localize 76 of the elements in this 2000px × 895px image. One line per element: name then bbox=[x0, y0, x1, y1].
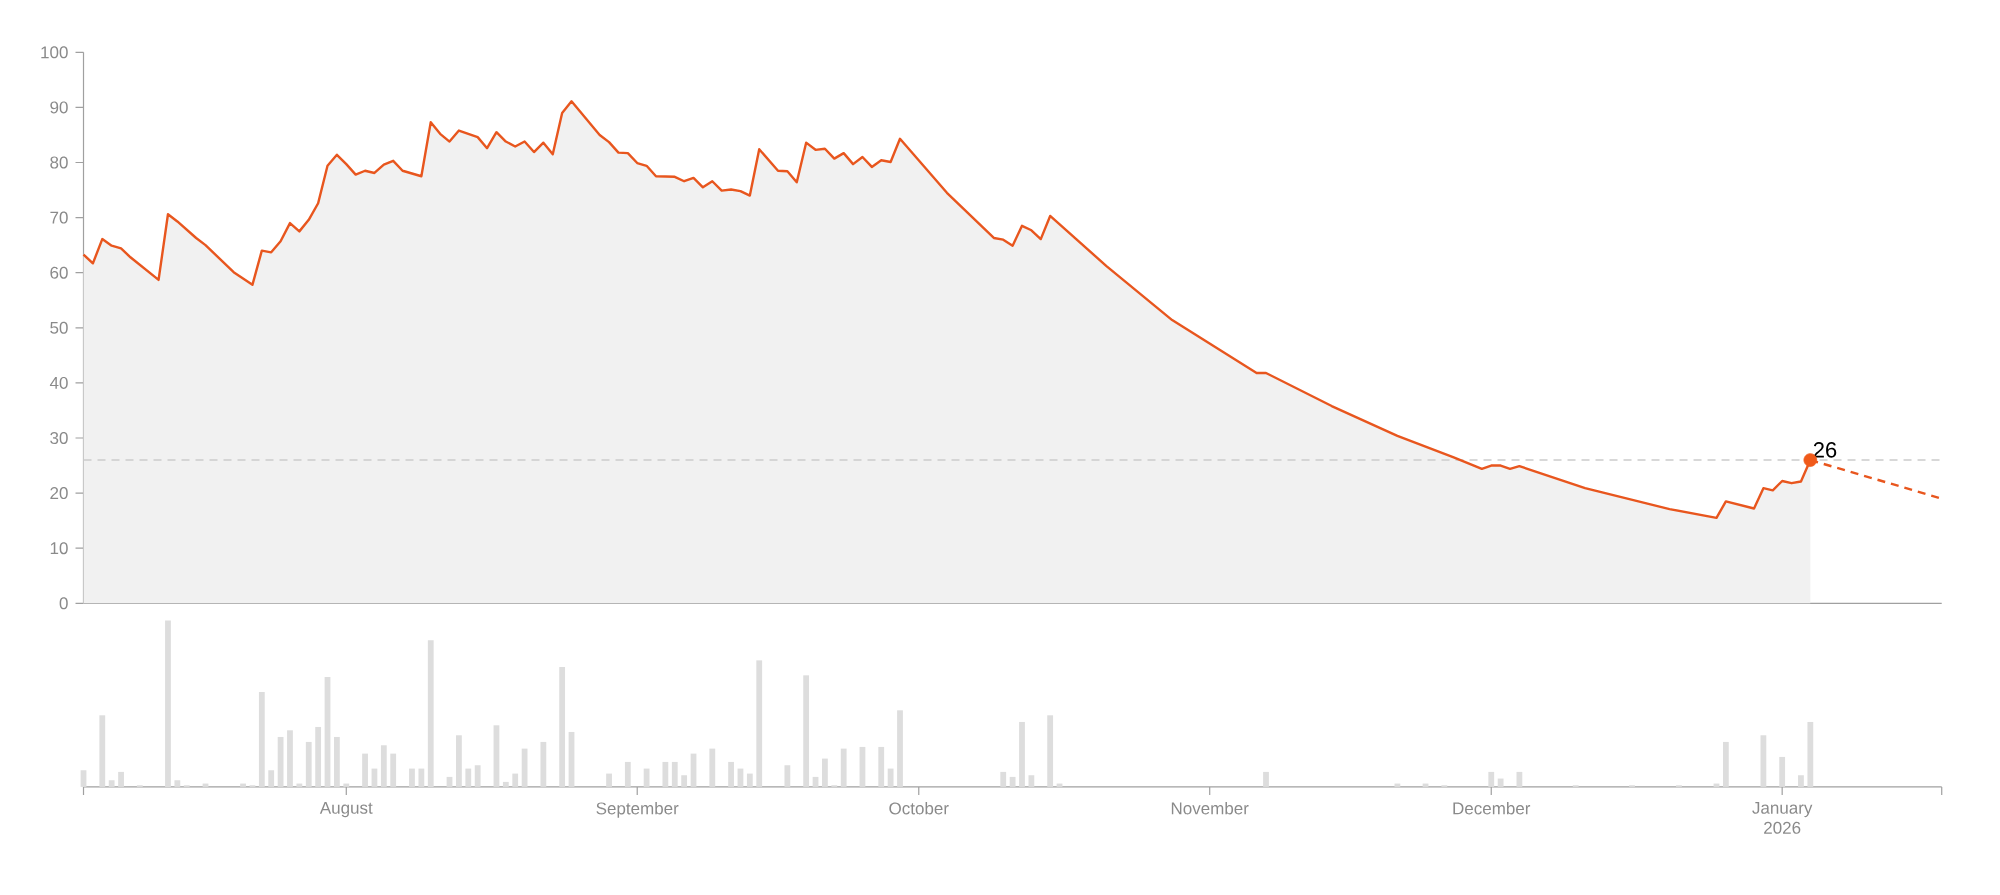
bar bbox=[521, 748, 528, 787]
bar bbox=[474, 765, 481, 787]
bar bbox=[606, 773, 612, 787]
bar bbox=[427, 640, 434, 787]
bar bbox=[822, 758, 828, 787]
x-tick-label: August bbox=[319, 801, 373, 818]
bar bbox=[1028, 775, 1035, 787]
bar bbox=[1009, 776, 1016, 787]
x-tick-label: December bbox=[1453, 801, 1531, 815]
bar bbox=[887, 768, 894, 787]
bar bbox=[418, 768, 425, 787]
bar bbox=[502, 781, 509, 787]
bar bbox=[1047, 715, 1054, 787]
bar bbox=[512, 773, 519, 787]
bar bbox=[897, 710, 903, 787]
bar bbox=[268, 770, 275, 787]
bar bbox=[662, 761, 669, 787]
x-tick-label: September bbox=[596, 801, 679, 818]
bar bbox=[1807, 721, 1814, 787]
bar bbox=[456, 735, 462, 787]
bar bbox=[1394, 783, 1401, 787]
bar bbox=[1488, 771, 1495, 787]
bar bbox=[1497, 778, 1504, 787]
y-tick-label: 100 bbox=[41, 46, 68, 59]
bar bbox=[671, 761, 678, 787]
bar bbox=[465, 768, 472, 787]
bar bbox=[784, 765, 791, 787]
bar bbox=[746, 773, 753, 787]
bar bbox=[1019, 721, 1025, 787]
bar bbox=[258, 691, 265, 787]
bar bbox=[681, 775, 688, 787]
bar bbox=[334, 736, 340, 787]
y-tick-label: 10 bbox=[50, 542, 68, 555]
bar bbox=[728, 761, 734, 787]
bar bbox=[305, 741, 312, 787]
bar bbox=[108, 780, 115, 787]
bar bbox=[1722, 741, 1729, 787]
bar bbox=[1779, 756, 1786, 787]
x-tick-label: October bbox=[889, 801, 949, 815]
bar bbox=[878, 746, 885, 787]
y-tick-label: 0 bbox=[59, 597, 68, 610]
bar bbox=[343, 783, 350, 787]
bar bbox=[409, 768, 415, 787]
bar bbox=[643, 768, 650, 787]
data-label: 26 bbox=[1813, 442, 1837, 458]
bar bbox=[756, 660, 763, 787]
bar bbox=[165, 620, 171, 787]
y-tick-label: 40 bbox=[49, 376, 68, 389]
bar bbox=[296, 783, 303, 787]
bar bbox=[709, 748, 716, 787]
bar bbox=[1263, 771, 1269, 787]
y-tick-label: 30 bbox=[50, 431, 68, 445]
bar bbox=[1000, 771, 1007, 787]
bar bbox=[99, 715, 106, 787]
bar bbox=[840, 748, 847, 787]
y-tick-label: 70 bbox=[50, 211, 68, 224]
y-tick-label: 80 bbox=[50, 156, 68, 169]
bar bbox=[240, 783, 246, 787]
bar bbox=[315, 726, 322, 787]
bar bbox=[287, 730, 293, 787]
bar bbox=[118, 771, 124, 787]
bar bbox=[380, 745, 387, 787]
bar bbox=[803, 675, 810, 787]
y-tick-label: 20 bbox=[50, 487, 68, 500]
y-tick-label: 90 bbox=[50, 101, 68, 114]
x-tick-label: November bbox=[1171, 801, 1249, 815]
x-tick-label: January 2026 bbox=[1752, 801, 1813, 834]
bar bbox=[174, 780, 181, 787]
bar bbox=[559, 667, 566, 787]
bar bbox=[362, 753, 368, 787]
y-tick-label: 50 bbox=[50, 321, 68, 334]
y-tick-label: 60 bbox=[50, 266, 68, 279]
bar bbox=[624, 761, 631, 787]
bar bbox=[1798, 775, 1804, 787]
bar bbox=[390, 753, 397, 787]
bar bbox=[540, 741, 547, 787]
